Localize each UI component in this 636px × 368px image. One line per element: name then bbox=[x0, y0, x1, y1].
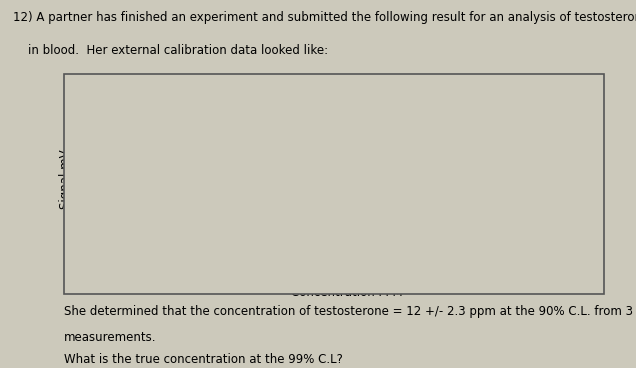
Point bbox=[422, 153, 432, 159]
Point bbox=[116, 243, 126, 248]
Point bbox=[342, 177, 352, 183]
Point bbox=[132, 238, 142, 244]
Text: in blood.  Her external calibration data looked like:: in blood. Her external calibration data … bbox=[13, 44, 328, 57]
Point bbox=[261, 201, 271, 206]
Point bbox=[197, 218, 207, 224]
X-axis label: Concentration PPM: Concentration PPM bbox=[291, 286, 403, 299]
Text: She determined that the concentration of testosterone = 12 +/- 2.3 ppm at the 90: She determined that the concentration of… bbox=[64, 305, 633, 318]
Text: What is the true concentration at the 99% C.L?: What is the true concentration at the 99… bbox=[64, 353, 342, 366]
Point bbox=[502, 130, 513, 136]
Point bbox=[140, 232, 150, 238]
Point bbox=[100, 248, 110, 254]
Y-axis label: Signal mV: Signal mV bbox=[59, 149, 72, 209]
Point bbox=[229, 209, 239, 215]
Text: 12) A partner has finished an experiment and submitted the following result for : 12) A partner has finished an experiment… bbox=[13, 11, 636, 24]
Point bbox=[148, 233, 158, 239]
Text: measurements.: measurements. bbox=[64, 331, 156, 344]
